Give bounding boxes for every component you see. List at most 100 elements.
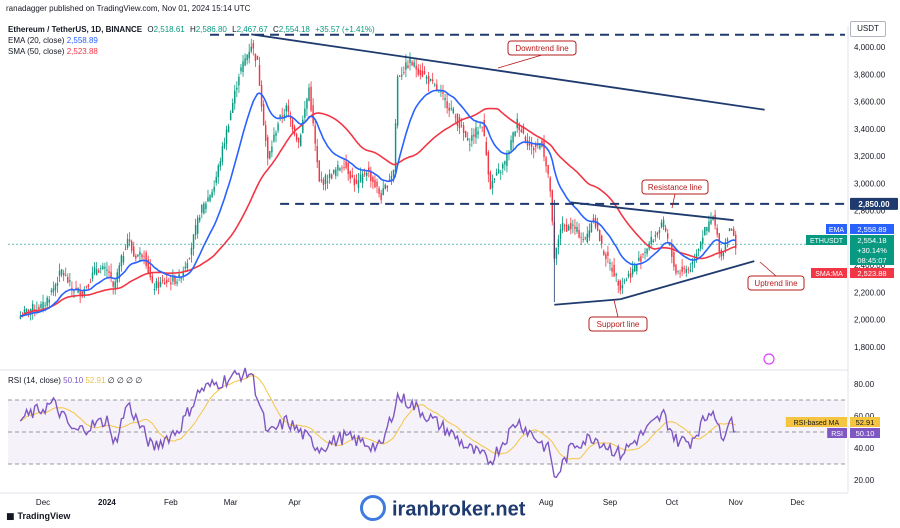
candle-body <box>627 274 630 277</box>
candle-body <box>514 131 516 136</box>
candle-body <box>699 242 702 249</box>
candle-body <box>269 150 271 159</box>
candle-body <box>530 143 533 147</box>
rsi-tag-value: 50.10 <box>856 429 875 438</box>
candle-body <box>318 160 321 182</box>
candle-body <box>133 246 135 257</box>
rsi-tag-box <box>850 428 880 438</box>
sma-legend-label[interactable]: SMA (50, close) <box>8 47 65 56</box>
candle-body <box>493 178 496 180</box>
candle-body <box>347 162 349 175</box>
price-tag-name: ETHUSDT <box>810 238 844 245</box>
watermark: iranbroker.net <box>360 495 525 523</box>
candle-body <box>320 179 323 181</box>
level-price-label: 2,850.00 <box>858 200 890 209</box>
candle-body <box>60 269 63 275</box>
candle-body <box>535 144 537 147</box>
candle-body <box>576 226 578 232</box>
trend-line <box>554 298 621 306</box>
candle-body <box>124 248 127 250</box>
candle-body <box>62 272 65 276</box>
candle-body <box>671 244 673 257</box>
candle-body <box>147 259 149 273</box>
candle-body <box>409 58 411 64</box>
x-tick-label: 2024 <box>98 498 116 507</box>
candle-body <box>203 203 205 214</box>
candle-body <box>557 239 560 248</box>
callout-label: Downtrend line <box>515 44 569 53</box>
candle-body <box>427 76 430 84</box>
ema-legend-label[interactable]: EMA (20, close) <box>8 36 65 45</box>
candle-body <box>421 70 424 77</box>
y-tick-label: 3,600.00 <box>854 98 886 107</box>
candle-body <box>716 227 718 235</box>
candle-body <box>376 181 378 187</box>
candle-body <box>190 247 193 255</box>
rsi-legend-label[interactable]: RSI (14, close) <box>8 376 61 385</box>
candle-body <box>207 197 209 202</box>
candle-body <box>586 233 589 243</box>
tradingview-logo[interactable]: ■ TradingView <box>6 511 70 522</box>
trend-line <box>251 33 765 111</box>
candle-body <box>279 114 281 119</box>
y-tick-label: 3,000.00 <box>854 179 886 188</box>
candle-body <box>512 132 514 143</box>
candle-body <box>196 217 199 234</box>
candle-body <box>485 141 488 156</box>
candle-body <box>679 272 681 274</box>
callout-label: Support line <box>597 320 640 329</box>
currency-button[interactable]: USDT <box>850 21 886 37</box>
candle-body <box>588 230 591 238</box>
candle-body <box>537 144 539 146</box>
candle-body <box>475 127 477 138</box>
candle-body <box>110 271 112 277</box>
candle-body <box>543 140 545 158</box>
candle-body <box>182 270 184 277</box>
candle-body <box>108 271 110 273</box>
candle-body <box>163 282 166 284</box>
candle-body <box>658 230 661 233</box>
x-tick-label: Feb <box>164 498 178 507</box>
candle-body <box>25 308 28 312</box>
sma-50-line <box>20 107 736 318</box>
candle-body <box>718 233 720 252</box>
x-tick-label: Dec <box>790 498 804 507</box>
candle-body <box>219 161 222 167</box>
open-label: O <box>147 25 154 34</box>
candle-body <box>159 281 162 287</box>
candle-body <box>423 70 426 75</box>
candle-body <box>660 222 663 228</box>
event-icon <box>763 353 775 365</box>
candle-body <box>314 125 316 144</box>
candle-body <box>664 227 667 232</box>
candle-body <box>440 91 442 93</box>
candle-body <box>605 254 607 260</box>
candle-body <box>271 146 273 153</box>
price-tag-box <box>850 235 894 245</box>
candle-body <box>330 174 333 179</box>
symbol-title[interactable]: Ethereum / TetherUS, 1D, BINANCE <box>8 25 143 34</box>
candle-body <box>112 281 114 287</box>
candle-body <box>38 307 40 310</box>
candle-body <box>708 221 710 232</box>
candle-body <box>452 108 455 114</box>
candle-body <box>48 299 50 303</box>
candle-body <box>652 240 654 243</box>
rsi-tag-box <box>850 417 880 427</box>
candle-body <box>275 132 277 136</box>
y-tick-label: 2,000.00 <box>854 316 886 325</box>
candle-body <box>297 138 300 143</box>
candle-body <box>151 276 154 283</box>
x-tick-label: Mar <box>224 498 238 507</box>
candle-body <box>172 276 174 282</box>
open-value: 2,518.61 <box>153 25 185 34</box>
rsi-legend: RSI (14, close) 50.10 52.91 ∅ ∅ ∅ ∅ <box>8 376 142 385</box>
price-tag-name-box <box>806 235 847 245</box>
candle-body <box>522 125 525 134</box>
candle-body <box>240 67 242 72</box>
candle-body <box>497 169 500 173</box>
candle-body <box>561 222 564 231</box>
candle-body <box>621 285 624 289</box>
candle-body <box>213 186 215 192</box>
